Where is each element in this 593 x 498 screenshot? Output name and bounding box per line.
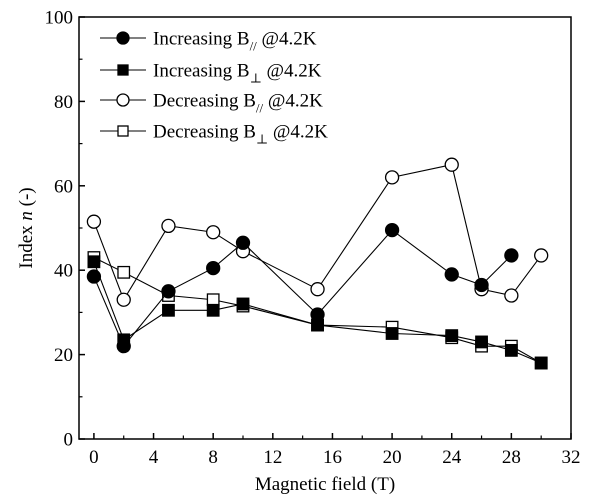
y-tick-label: 80 xyxy=(54,92,73,113)
x-tick-label: 32 xyxy=(562,447,581,468)
legend-label-subscript: // xyxy=(256,101,264,116)
legend-label-main: Increasing B xyxy=(153,29,250,50)
square-marker xyxy=(117,265,131,279)
legend-label-tail: @4.2K xyxy=(257,29,317,50)
x-tick-label: 16 xyxy=(323,447,342,468)
legend-circle-marker xyxy=(116,31,130,45)
legend-label-subscript: ⊥ xyxy=(256,132,268,147)
legend-entry-2: Decreasing B// @4.2K xyxy=(100,91,323,116)
circle-marker xyxy=(86,269,102,284)
x-tick-label: 8 xyxy=(208,447,218,468)
legend-label: Decreasing B⊥ @4.2K xyxy=(153,122,328,147)
circle-marker xyxy=(310,282,325,297)
legend-entry-0: Increasing B// @4.2K xyxy=(100,29,317,54)
y-axis: 0 20 40 60 80 100 xyxy=(45,8,85,451)
series-line xyxy=(93,164,542,301)
square-marker xyxy=(385,327,399,340)
x-tick-label: 4 xyxy=(149,447,159,468)
circle-marker xyxy=(534,248,549,263)
legend-label: Increasing B// @4.2K xyxy=(153,29,317,54)
legend-label: Decreasing B// @4.2K xyxy=(153,91,323,116)
circle-marker xyxy=(116,339,131,354)
circle-marker xyxy=(310,307,325,322)
legend-entry-1: Increasing B⊥ @4.2K xyxy=(100,61,322,86)
series-line xyxy=(93,229,512,348)
y-axis-label-variable: n xyxy=(16,211,37,221)
circle-marker xyxy=(444,157,459,172)
legend-label-tail: @4.2K xyxy=(268,122,328,143)
y-tick-label: 100 xyxy=(45,8,74,29)
circle-marker xyxy=(504,288,519,303)
circle-marker xyxy=(504,248,519,263)
circle-marker xyxy=(161,284,176,299)
circle-marker xyxy=(384,222,400,238)
legend-label-main: Decreasing B xyxy=(153,122,256,143)
x-tick-label: 0 xyxy=(89,447,99,468)
x-tick-label: 24 xyxy=(442,447,462,468)
x-tick-label: 20 xyxy=(383,447,402,468)
circle-marker xyxy=(86,214,102,229)
circle-marker xyxy=(206,260,221,276)
legend-square-marker xyxy=(117,125,129,137)
legend-label-subscript: ⊥ xyxy=(250,71,262,86)
circle-marker xyxy=(116,292,131,307)
circle-marker xyxy=(161,218,176,234)
y-axis-label-suffix: (-) xyxy=(16,187,37,211)
legend-circle-marker xyxy=(116,93,130,107)
square-marker xyxy=(236,297,250,311)
y-axis-label: Index n (-) xyxy=(16,187,37,268)
x-tick-label: 28 xyxy=(502,447,521,468)
square-marker xyxy=(534,356,548,370)
y-tick-label: 60 xyxy=(54,176,73,197)
x-axis-label: Magnetic field (T) xyxy=(255,474,395,495)
y-tick-label: 40 xyxy=(54,261,73,282)
legend-label-main: Increasing B xyxy=(153,61,250,82)
x-tick-label: 12 xyxy=(263,447,282,468)
y-tick-label: 0 xyxy=(64,430,74,451)
legend-label: Increasing B⊥ @4.2K xyxy=(153,61,322,86)
square-marker xyxy=(162,303,175,317)
legend-label-tail: @4.2K xyxy=(263,91,323,112)
legend-square-marker xyxy=(117,64,129,76)
circle-marker xyxy=(384,170,400,185)
circle-marker xyxy=(474,277,489,293)
square-marker xyxy=(206,303,220,317)
square-marker xyxy=(504,343,518,357)
x-axis: 0 4 8 12 16 20 24 28 32 xyxy=(89,433,581,468)
series-layer xyxy=(86,157,549,370)
series-0 xyxy=(86,222,519,354)
series-1 xyxy=(87,255,548,370)
circle-marker xyxy=(235,235,251,250)
legend-entry-3: Decreasing B⊥ @4.2K xyxy=(100,122,328,147)
circle-marker xyxy=(206,225,221,240)
legend-label-tail: @4.2K xyxy=(262,61,322,82)
square-marker xyxy=(206,293,220,307)
y-tick-label: 20 xyxy=(54,345,73,366)
square-marker xyxy=(445,329,459,343)
legend-label-subscript: // xyxy=(250,39,258,54)
square-marker xyxy=(475,335,488,349)
circle-marker xyxy=(444,267,459,282)
square-marker xyxy=(87,255,101,269)
y-axis-label-prefix: Index xyxy=(16,221,37,269)
legend-label-main: Decreasing B xyxy=(153,91,256,112)
